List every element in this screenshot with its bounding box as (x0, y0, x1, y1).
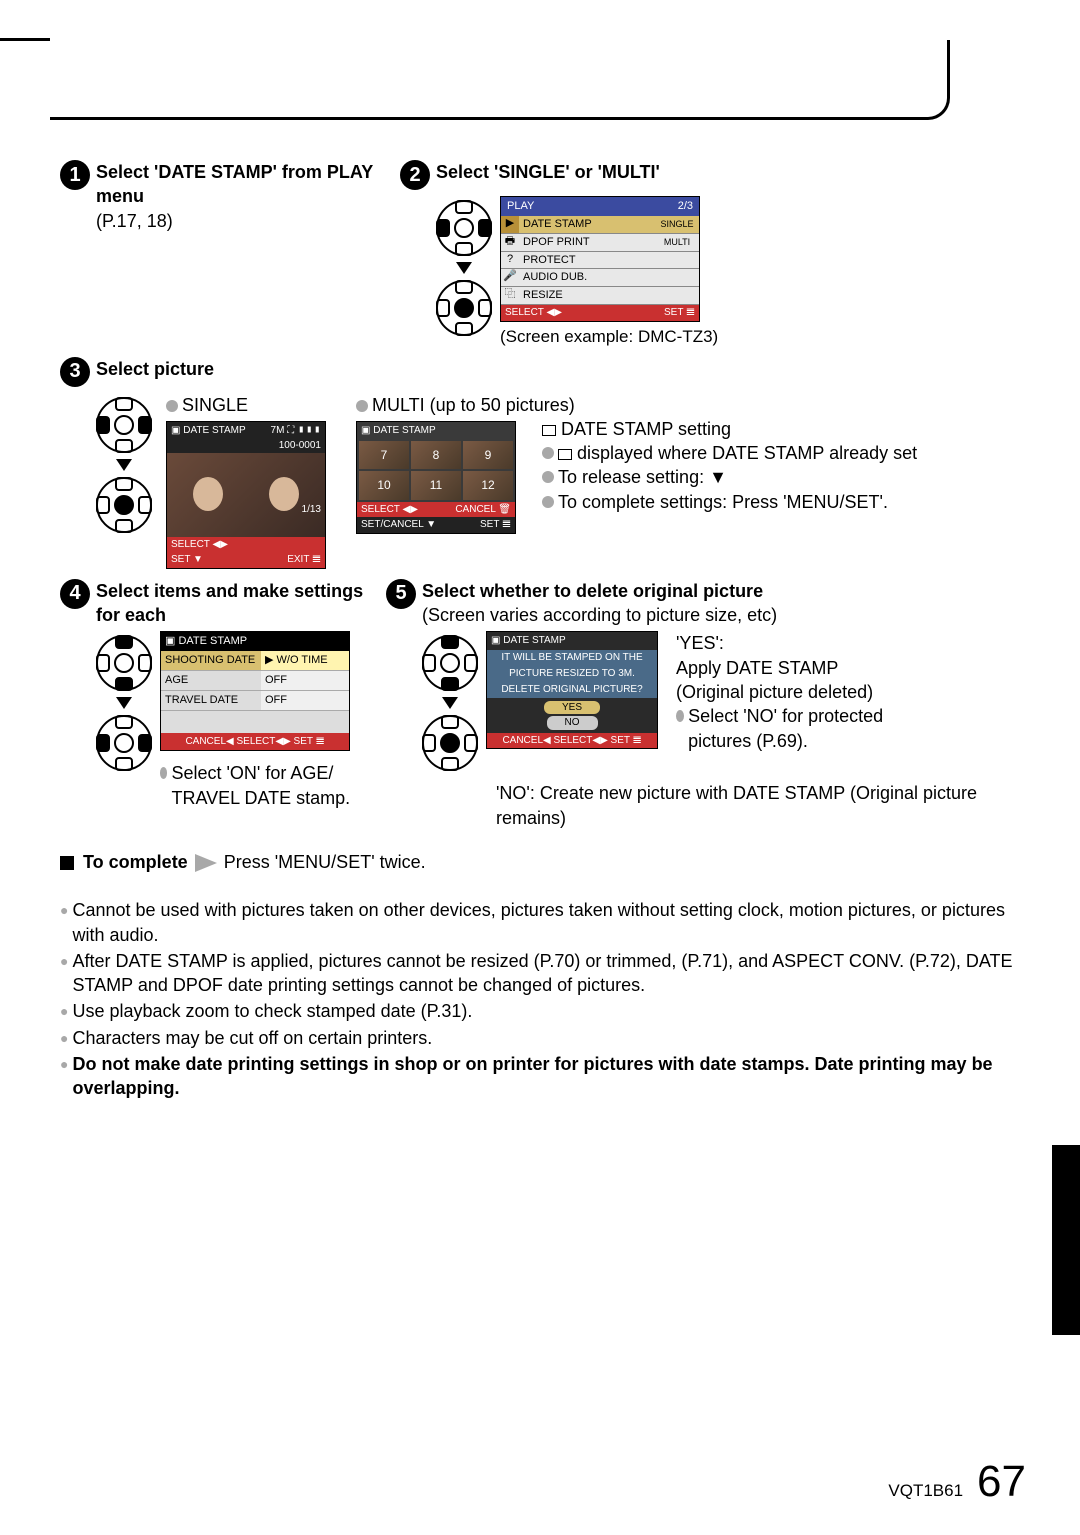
play-menu-screen: PLAY 2/3 ▶DATE STAMPSINGLE 🖶DPOF PRINTMU… (500, 196, 700, 322)
settings-screen: ▣ DATE STAMP SHOOTING DATE▶ W/O TIME AGE… (160, 631, 350, 751)
doc-id: VQT1B61 (888, 1480, 963, 1503)
step5-yes-callout: 'YES': Apply DATE STAMP (Original pictur… (676, 631, 906, 775)
note-bold: Do not make date printing settings in sh… (72, 1052, 1030, 1101)
step-1-title: Select 'DATE STAMP' from PLAY menu (96, 162, 373, 206)
complete-lead: To complete (83, 852, 188, 872)
step-2-num: 2 (400, 160, 430, 190)
step-4-num: 4 (60, 579, 90, 609)
bullet-icon (356, 400, 368, 412)
step-5-sub: (Screen varies according to picture size… (422, 605, 777, 625)
square-bullet-icon (60, 856, 74, 870)
notes-list: Cannot be used with pictures taken on ot… (60, 898, 1030, 1100)
side-tab (1052, 1145, 1080, 1335)
stamp-icon (542, 425, 556, 436)
step-1-num: 1 (60, 160, 90, 190)
page-number: 67 (977, 1452, 1026, 1511)
menu-page: 2/3 (678, 199, 693, 214)
step-2-title: Select 'SINGLE' or 'MULTI' (436, 160, 660, 184)
flag-icon (558, 449, 572, 460)
dpad-step2 (436, 196, 492, 349)
page-footer: VQT1B61 67 (888, 1452, 1026, 1511)
step-5-num: 5 (386, 579, 416, 609)
step-3-num: 3 (60, 357, 90, 387)
single-screen: ▣ DATE STAMP 7M ⛶ ▮▮▮ 100-0001 1/13 SELE… (166, 421, 326, 569)
step4-note: Select 'ON' for AGE/ TRAVEL DATE stamp. (171, 761, 386, 810)
multi-callouts: DATE STAMP setting displayed where DATE … (542, 417, 917, 534)
menu-caption: (Screen example: DMC-TZ3) (500, 326, 718, 349)
step-4-title: Select items and make settings for each (96, 579, 386, 628)
multi-label: MULTI (up to 50 pictures) (372, 395, 575, 415)
dpad-step5 (422, 631, 478, 775)
step5-no-callout: 'NO': Create new picture with DATE STAMP… (496, 781, 1030, 830)
complete-text: Press 'MENU/SET' twice. (224, 852, 426, 872)
step-1-sub: (P.17, 18) (96, 211, 173, 231)
menu-header: PLAY (507, 199, 534, 214)
step-5-title: Select whether to delete original pictur… (422, 581, 763, 601)
dpad-step3 (96, 393, 152, 569)
single-label: SINGLE (182, 395, 248, 415)
bullet-icon (166, 400, 178, 412)
section-bracket-lead (0, 38, 50, 41)
dpad-step4 (96, 631, 152, 809)
arrow-icon (195, 854, 217, 872)
section-bracket (50, 40, 950, 120)
step-3-title: Select picture (96, 357, 214, 381)
confirm-screen: ▣ DATE STAMP IT WILL BE STAMPED ON THE P… (486, 631, 658, 749)
multi-screen: ▣ DATE STAMP 7 8 9 10 11 12 SELECT ◀▶CAN… (356, 421, 516, 534)
